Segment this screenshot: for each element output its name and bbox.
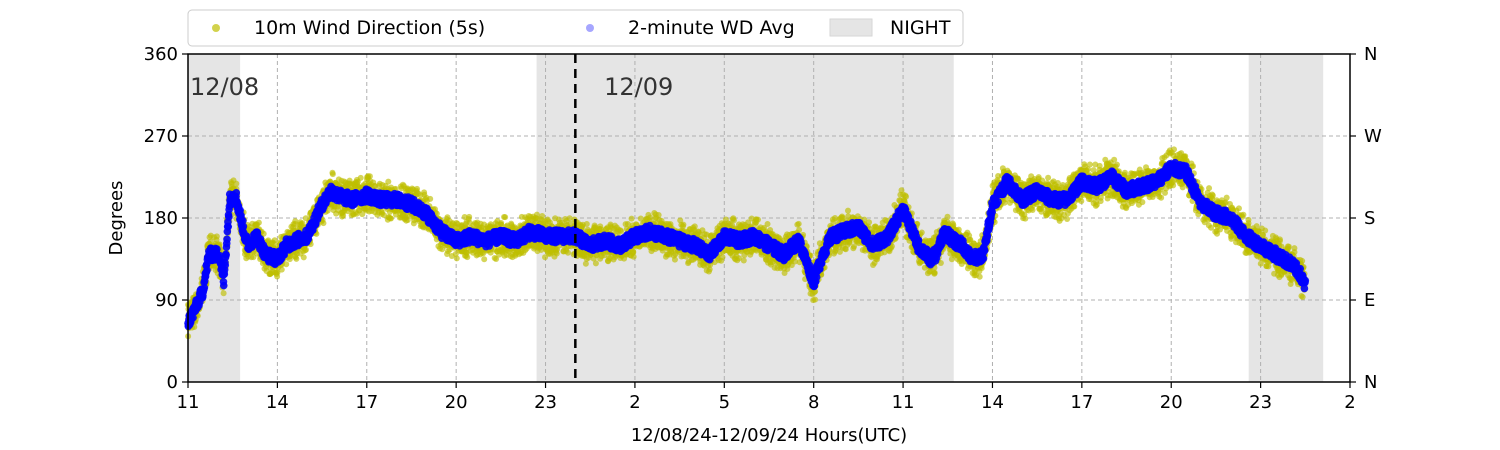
wind-point	[300, 254, 307, 261]
wind-point	[260, 230, 267, 237]
wind-point	[866, 219, 873, 226]
wind-point	[628, 215, 635, 222]
wind-point	[1078, 198, 1085, 205]
wind-point	[387, 215, 394, 222]
wind-point	[453, 255, 460, 262]
wind-point	[464, 254, 471, 261]
wind-point	[357, 174, 364, 181]
wind-point	[1139, 199, 1146, 206]
wind-point	[730, 217, 737, 224]
wind-point	[1170, 146, 1177, 153]
wind-point	[287, 253, 294, 260]
wind-point	[583, 220, 590, 227]
wind-point	[630, 248, 637, 255]
wind-point	[795, 220, 802, 227]
wind-point	[207, 238, 214, 245]
wind-point	[271, 237, 278, 244]
wind-point	[719, 254, 726, 261]
wind-point	[1022, 215, 1029, 222]
wind-point	[427, 195, 434, 202]
wind-point	[1086, 161, 1093, 168]
wind-point	[359, 211, 366, 218]
wind-point	[1170, 182, 1177, 189]
wind-point	[487, 249, 494, 256]
wind-point	[1096, 162, 1103, 169]
wind-point	[976, 273, 983, 280]
wind-point	[630, 253, 637, 260]
wind-point	[380, 212, 387, 219]
wind-point	[278, 266, 285, 273]
wind-point	[385, 178, 392, 185]
wind-point	[1064, 215, 1071, 222]
wind-point	[255, 219, 262, 226]
wind-point	[404, 216, 411, 223]
wind-point	[302, 246, 309, 253]
wind-point	[292, 218, 299, 225]
wind-point	[618, 228, 625, 235]
wind-point	[366, 173, 373, 180]
wind-point	[233, 180, 240, 187]
wind-point	[414, 185, 421, 192]
wind-point	[498, 219, 505, 226]
wind-point	[213, 233, 220, 240]
wind-point	[740, 257, 747, 264]
wind-point	[796, 226, 803, 233]
wind-point	[812, 296, 819, 303]
wind-point	[293, 255, 300, 262]
wind-point	[274, 269, 281, 276]
wind-point	[944, 213, 951, 220]
wind-point	[1045, 174, 1052, 181]
wind-point	[320, 220, 327, 227]
wind-point	[931, 269, 938, 276]
wind-point	[410, 220, 417, 227]
wind-point	[283, 261, 290, 268]
wind-point	[564, 249, 571, 256]
wind-point	[502, 214, 509, 221]
wind-point	[466, 213, 473, 220]
wind-point	[646, 214, 653, 221]
wind-point	[671, 256, 678, 263]
wind-point	[754, 216, 761, 223]
wind-point	[592, 260, 599, 267]
wind-point	[220, 290, 227, 297]
wind-point	[1113, 161, 1120, 168]
wind-point	[329, 171, 336, 178]
wind-point	[691, 223, 698, 230]
wind-point	[903, 193, 910, 200]
wind-point	[1097, 198, 1104, 205]
wind-point	[1158, 194, 1165, 201]
wind-point	[844, 207, 851, 214]
wind-point	[764, 221, 771, 228]
wind-point	[481, 256, 488, 263]
wind-point	[680, 221, 687, 228]
wind-point	[493, 256, 500, 263]
